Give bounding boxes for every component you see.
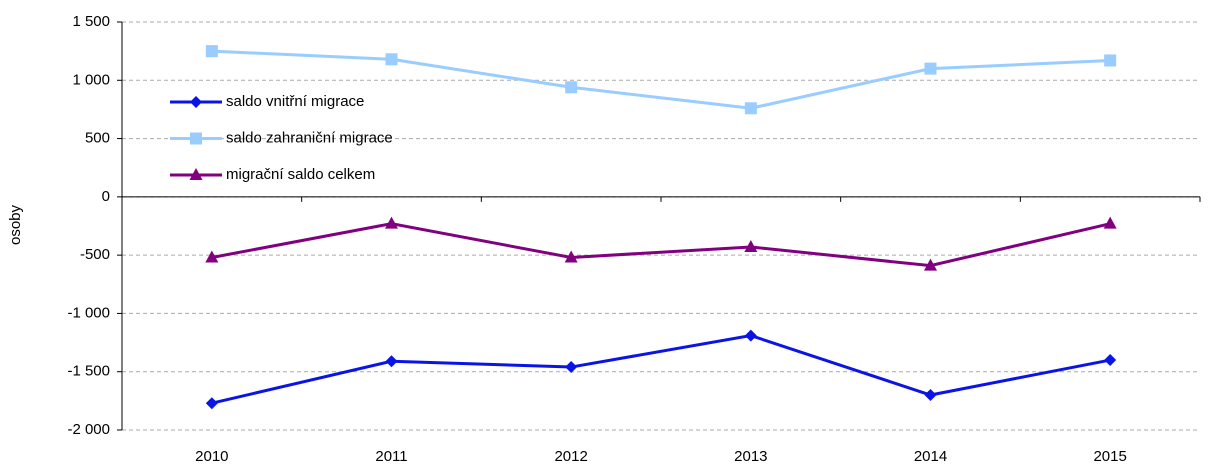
series-line — [211, 334, 1111, 405]
marker — [385, 53, 398, 66]
x-tick-label: 2015 — [1093, 448, 1126, 465]
marker — [744, 102, 757, 115]
x-tick-label: 2013 — [734, 448, 767, 465]
legend-label: saldo zahraniční migrace — [226, 129, 393, 146]
y-tick-label: 500 — [85, 130, 110, 147]
y-tick-label: -500 — [80, 246, 110, 263]
marker — [385, 355, 398, 368]
y-tick-label: -2 000 — [67, 421, 110, 438]
marker — [205, 397, 218, 410]
marker — [924, 258, 937, 271]
marker — [744, 329, 757, 342]
marker — [744, 239, 758, 252]
marker — [924, 389, 937, 402]
marker — [205, 250, 219, 263]
x-tick-label: 2011 — [375, 448, 407, 465]
y-tick-label: -1 000 — [67, 304, 110, 321]
marker — [565, 81, 578, 94]
marker — [564, 250, 578, 263]
y-tick-label: -1 500 — [67, 363, 110, 380]
marker — [1103, 216, 1117, 229]
x-tick-label: 2014 — [914, 448, 947, 465]
series-line — [211, 222, 1111, 268]
legend-label: migrační saldo celkem — [226, 166, 375, 183]
marker — [1104, 354, 1117, 367]
marker — [189, 168, 203, 180]
marker — [205, 45, 218, 58]
y-axis-label: osoby — [7, 204, 24, 245]
x-tick-label: 2012 — [554, 448, 587, 465]
y-tick-label: 1 500 — [72, 13, 110, 30]
x-tick-label: 2010 — [195, 448, 228, 465]
series-line — [211, 49, 1111, 110]
y-tick-label: 1 000 — [72, 71, 110, 88]
marker — [190, 96, 202, 108]
marker — [1104, 54, 1117, 67]
marker — [190, 132, 202, 145]
legend-label: saldo vnitřní migrace — [226, 93, 364, 110]
y-tick-label: 0 — [102, 188, 110, 205]
marker — [924, 62, 937, 75]
marker — [385, 216, 398, 229]
marker — [565, 361, 578, 374]
